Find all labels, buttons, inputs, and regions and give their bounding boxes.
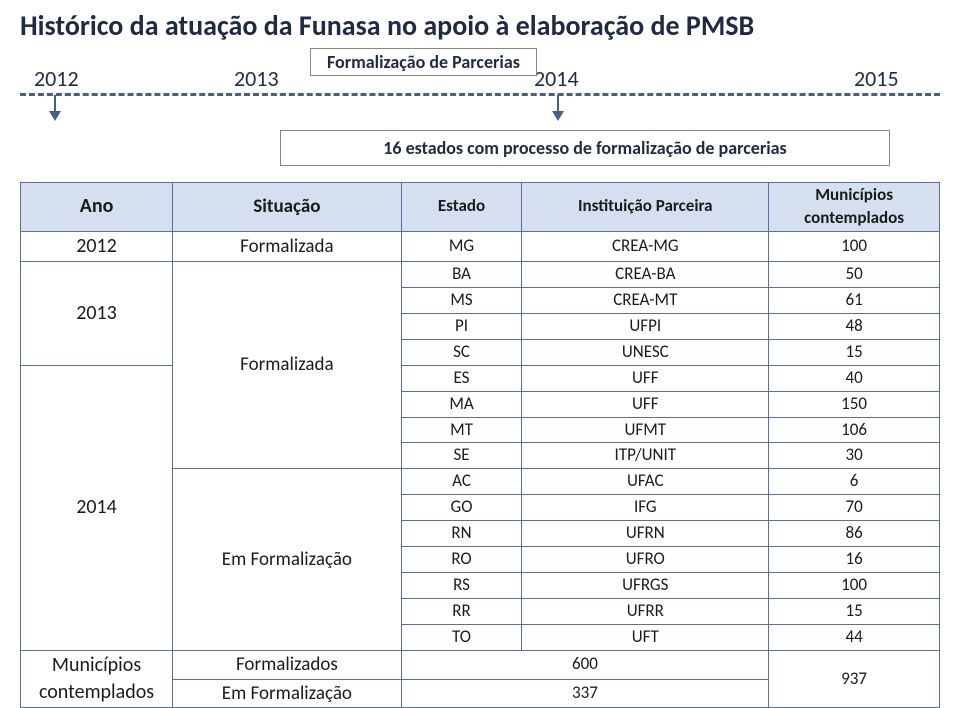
cell-ano-2013: 2013 [21, 261, 173, 365]
timeline-year-2013: 2013 [230, 65, 283, 92]
cell-est: RO [401, 547, 522, 573]
cell-est: MA [401, 391, 522, 417]
cell-mun: 70 [769, 495, 940, 521]
timeline: 2012 2013 2014 2015 [20, 75, 940, 117]
cell-mun: 6 [769, 469, 940, 495]
cell-mun: 40 [769, 365, 940, 391]
cell-est: MG [401, 231, 522, 261]
cell-ano-2012: 2012 [21, 231, 173, 261]
timeline-year-2015: 2015 [850, 65, 903, 92]
cell-est: TO [401, 625, 522, 651]
cell-mun: 16 [769, 547, 940, 573]
cell-inst: CREA-BA [522, 261, 769, 287]
table-row: 2012 Formalizada MG CREA-MG 100 [21, 231, 940, 261]
cell-mun: 100 [769, 231, 940, 261]
cell-sit-formalizada: Formalizada [173, 261, 402, 469]
cell-est: MS [401, 287, 522, 313]
cell-inst: UFAC [522, 469, 769, 495]
cell-mun: 100 [769, 573, 940, 599]
cell-mun: 86 [769, 521, 940, 547]
cell-mun: 150 [769, 391, 940, 417]
timeline-year-2012: 2012 [30, 65, 83, 92]
cell-mun: 106 [769, 417, 940, 443]
arrow-2012-head-icon [49, 111, 61, 121]
summary-formalizados-label: Formalizados [173, 650, 402, 679]
table-header-row: Ano Situação Estado Instituição Parceira… [21, 183, 940, 232]
cell-inst: CREA-MG [522, 231, 769, 261]
table-row: 2013 Formalizada BA CREA-BA 50 [21, 261, 940, 287]
cell-sit-2012: Formalizada [173, 231, 402, 261]
cell-est: RS [401, 573, 522, 599]
cell-inst: ITP/UNIT [522, 443, 769, 469]
cell-ano-2014: 2014 [21, 365, 173, 650]
summary-row-1: Municípios contemplados Formalizados 600… [21, 650, 940, 679]
summary-lbl-line1: Municípios [52, 653, 141, 677]
summary-emform-label: Em Formalização [173, 679, 402, 708]
cell-inst: UFRN [522, 521, 769, 547]
th-instituicao: Instituição Parceira [522, 183, 769, 232]
cell-est: AC [401, 469, 522, 495]
estados-summary-box: 16 estados com processo de formalização … [280, 130, 890, 166]
timeline-dash [20, 93, 940, 96]
cell-mun: 48 [769, 313, 940, 339]
cell-mun: 44 [769, 625, 940, 651]
parcerias-label-box: Formalização de Parcerias [310, 48, 537, 76]
th-estado: Estado [401, 183, 522, 232]
th-ano: Ano [21, 183, 173, 232]
cell-mun: 50 [769, 261, 940, 287]
cell-est: GO [401, 495, 522, 521]
cell-inst: UFT [522, 625, 769, 651]
page-title: Histórico da atuação da Funasa no apoio … [0, 0, 960, 47]
cell-inst: UNESC [522, 339, 769, 365]
cell-est: RR [401, 599, 522, 625]
cell-inst: CREA-MT [522, 287, 769, 313]
summary-emform-value: 337 [401, 679, 769, 708]
cell-inst: UFRO [522, 547, 769, 573]
cell-est: SC [401, 339, 522, 365]
cell-inst: UFRR [522, 599, 769, 625]
cell-est: MT [401, 417, 522, 443]
th-situacao: Situação [173, 183, 402, 232]
data-table: Ano Situação Estado Instituição Parceira… [20, 182, 940, 708]
cell-est: ES [401, 365, 522, 391]
cell-est: PI [401, 313, 522, 339]
cell-inst: UFF [522, 365, 769, 391]
summary-formalizados-value: 600 [401, 650, 769, 679]
table-row: 2014 ES UFF 40 [21, 365, 940, 391]
cell-inst: UFF [522, 391, 769, 417]
th-municipios: Municípios contemplados [769, 183, 940, 232]
arrow-2014-head-icon [552, 111, 564, 121]
cell-mun: 15 [769, 599, 940, 625]
cell-sit-emformalizacao: Em Formalização [173, 469, 402, 651]
summary-municipios-label: Municípios contemplados [21, 650, 173, 707]
cell-mun: 61 [769, 287, 940, 313]
summary-total: 937 [769, 650, 940, 707]
cell-mun: 30 [769, 443, 940, 469]
summary-lbl-line2: contemplados [39, 680, 154, 704]
cell-inst: UFMT [522, 417, 769, 443]
cell-inst: UFPI [522, 313, 769, 339]
cell-inst: IFG [522, 495, 769, 521]
th-mun-line2: contemplados [804, 207, 904, 228]
cell-inst: UFRGS [522, 573, 769, 599]
cell-est: RN [401, 521, 522, 547]
cell-mun: 15 [769, 339, 940, 365]
cell-est: SE [401, 443, 522, 469]
cell-est: BA [401, 261, 522, 287]
th-mun-line1: Municípios [815, 184, 893, 205]
timeline-year-2014: 2014 [530, 65, 583, 92]
